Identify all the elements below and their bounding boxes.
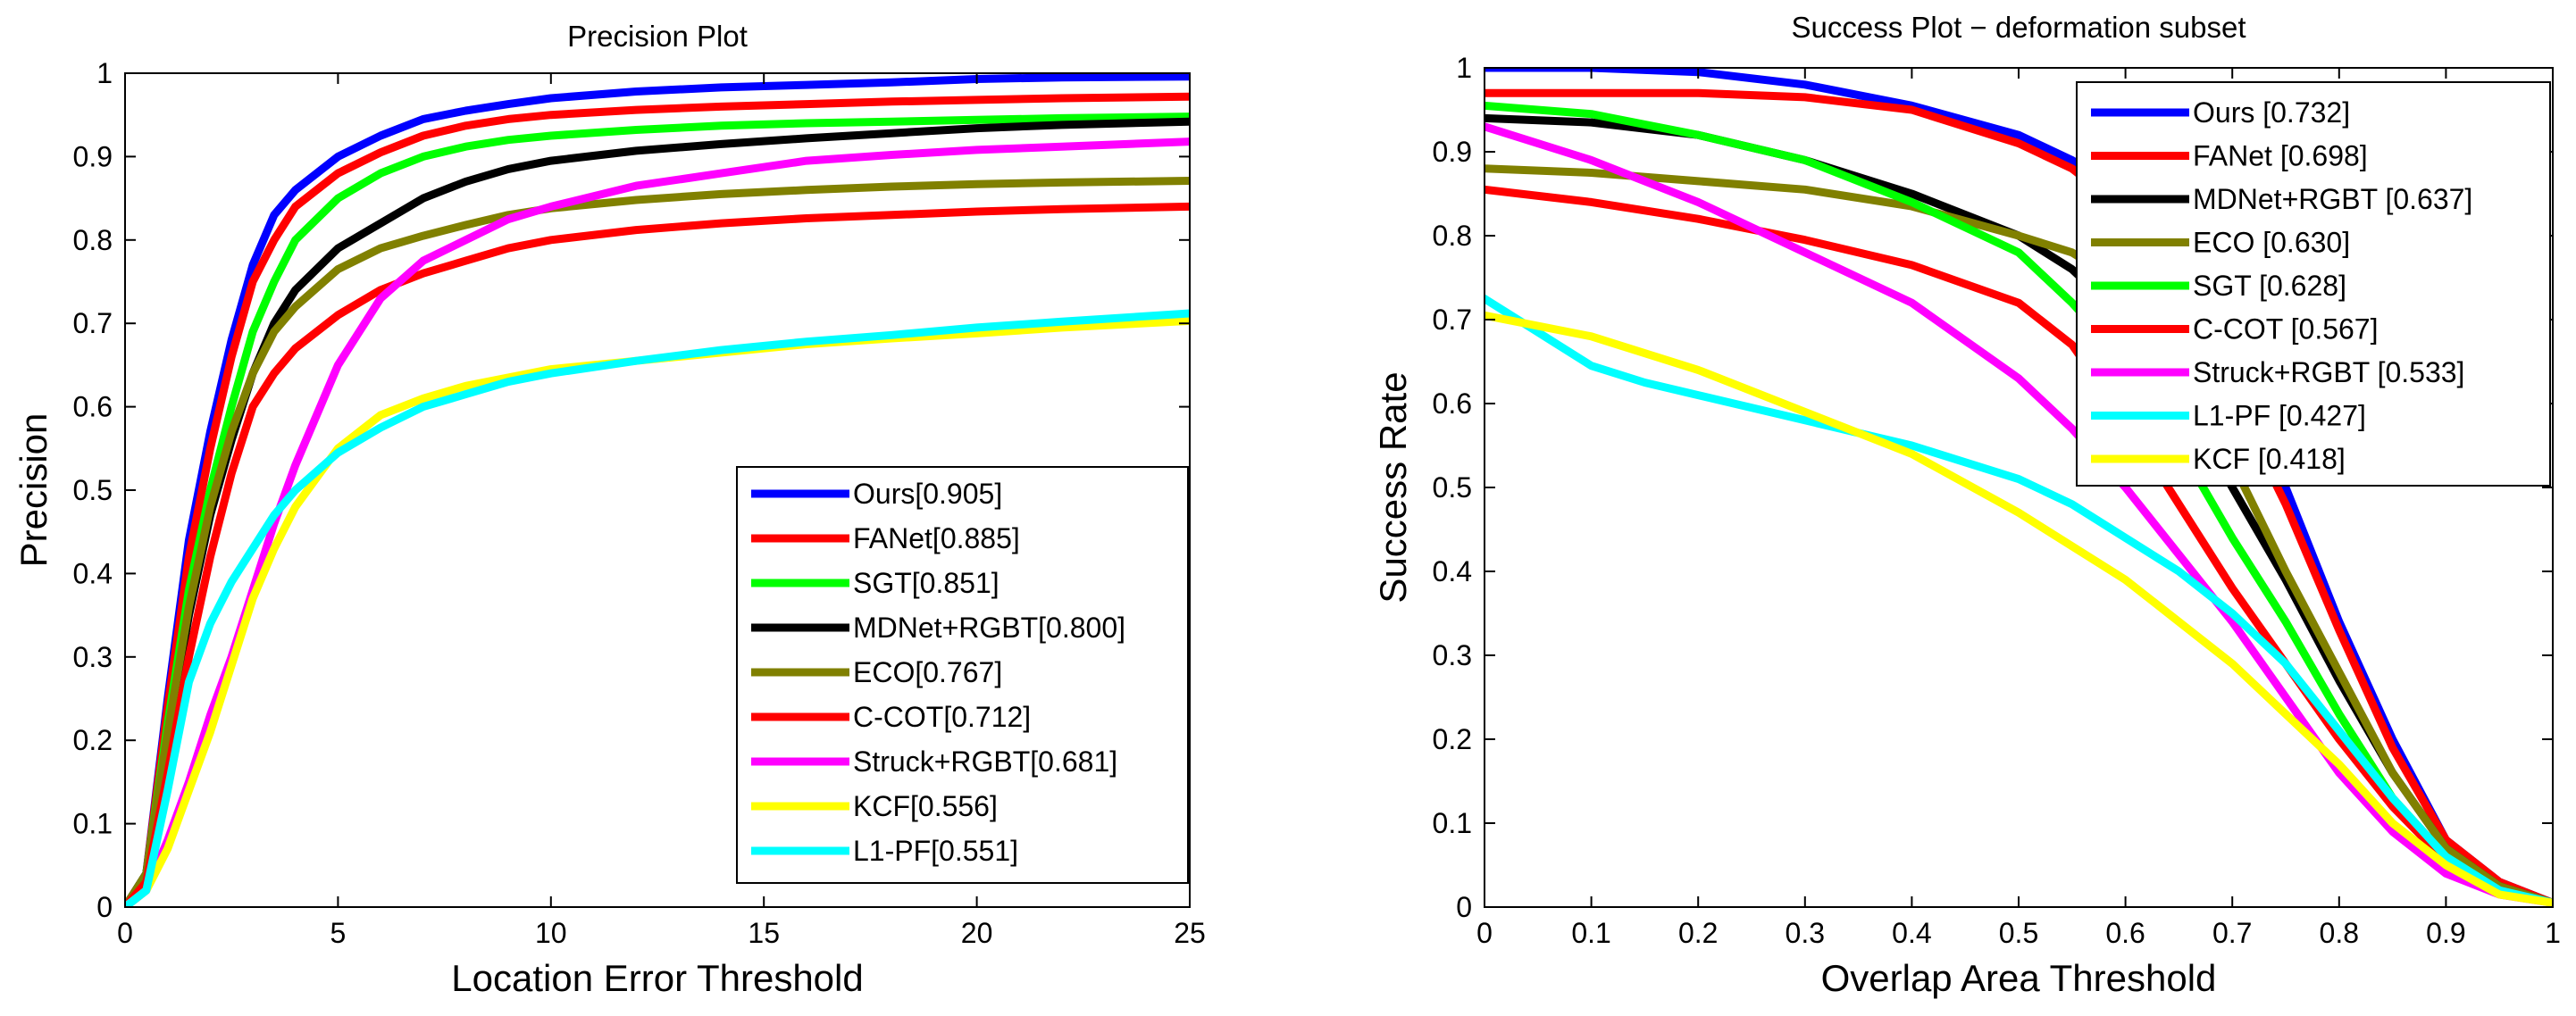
y-tick-label: 0.8 xyxy=(1433,220,1472,252)
y-tick-label: 0.8 xyxy=(73,224,113,256)
y-tick-label: 0 xyxy=(1456,891,1472,923)
series-line-8 xyxy=(125,309,1190,907)
x-tick-label: 0.8 xyxy=(2320,917,2359,949)
series-lines xyxy=(125,73,1190,907)
y-tick-label: 1 xyxy=(96,57,113,89)
y-tick-label: 0.5 xyxy=(73,474,113,506)
legend-label: Ours[0.905] xyxy=(853,478,1002,510)
y-tick-label: 0.7 xyxy=(73,307,113,339)
legend-label: FANet[0.885] xyxy=(853,522,1020,554)
y-tick-label: 0.6 xyxy=(73,391,113,423)
y-tick-label: 0.3 xyxy=(73,641,113,673)
legend-label: KCF [0.418] xyxy=(2193,443,2346,475)
y-tick-label: 0.6 xyxy=(1433,387,1472,420)
x-axis-label: Location Error Threshold xyxy=(451,957,863,999)
y-tick-label: 0.7 xyxy=(1433,304,1472,336)
x-tick-label: 0.1 xyxy=(1571,917,1610,949)
legend-label: L1-PF [0.427] xyxy=(2193,400,2366,432)
series-line-8 xyxy=(1485,311,2553,907)
legend-label: C-COT [0.567] xyxy=(2193,313,2378,346)
x-tick-label: 1 xyxy=(2545,917,2561,949)
y-tick-label: 0 xyxy=(96,891,113,923)
series-line-4 xyxy=(125,177,1190,907)
series-line-1 xyxy=(125,92,1190,907)
legend-label: KCF[0.556] xyxy=(853,790,998,822)
y-tick-label: 0.9 xyxy=(1433,136,1472,168)
precision-plot: 0 5 10 15 20 25 0 0.1 0.2 0.3 0.4 0.5 0.6 0.7 0.8 0.9 1 P… xyxy=(13,20,1206,999)
success-plot: 0 0.1 0.2 0.3 0.4 0.5 0.6 0.7 0.8 0.9 1 0 0.1 0.2 0.3 0… xyxy=(1372,11,2561,999)
y-tick-label: 0.5 xyxy=(1433,471,1472,504)
series-line-7 xyxy=(1485,295,2553,907)
y-tick-label: 0.3 xyxy=(1433,639,1472,671)
y-axis-label: Precision xyxy=(13,413,54,568)
legend-label: MDNet+RGBT [0.637] xyxy=(2193,183,2472,215)
x-tick-label: 0 xyxy=(1476,917,1493,949)
legend-label: SGT[0.851] xyxy=(853,567,999,599)
x-tick-label: 0.2 xyxy=(1678,917,1718,949)
legend-label: SGT [0.628] xyxy=(2193,270,2346,302)
legend-label: C-COT[0.712] xyxy=(853,701,1031,733)
x-tick-label: 0.3 xyxy=(1786,917,1825,949)
x-tick-label: 0 xyxy=(117,917,133,949)
y-tick-label: 0.4 xyxy=(73,557,113,589)
y-tick-label: 0.2 xyxy=(1433,723,1472,755)
x-tick-label: 0.7 xyxy=(2212,917,2252,949)
x-tick-label: 0.6 xyxy=(2105,917,2145,949)
x-tick-label: 15 xyxy=(748,917,780,949)
y-tick-label: 0.9 xyxy=(73,140,113,172)
legend-label: MDNet+RGBT[0.800] xyxy=(853,612,1125,644)
y-tick-label: 0.2 xyxy=(73,724,113,756)
x-tick-label: 5 xyxy=(330,917,347,949)
y-tick-label: 0.1 xyxy=(73,808,113,840)
x-tick-label: 0.5 xyxy=(1999,917,2038,949)
legend-label: FANet [0.698] xyxy=(2193,140,2368,172)
x-tick-label: 0.9 xyxy=(2426,917,2465,949)
legend-label: Struck+RGBT[0.681] xyxy=(853,745,1117,778)
x-tick-label: 20 xyxy=(961,917,993,949)
chart-title: Success Plot − deformation subset xyxy=(1791,11,2246,44)
series-line-6 xyxy=(125,137,1190,907)
y-axis-label: Success Rate xyxy=(1372,371,1414,603)
x-tick-label: 0.4 xyxy=(1892,917,1931,949)
y-tick-label: 0.1 xyxy=(1433,807,1472,839)
legend-label: ECO[0.767] xyxy=(853,656,1002,688)
series-line-6 xyxy=(1485,122,2553,907)
legend: Ours [0.732] FANet [0.698] MDNet+RGBT [0.6… xyxy=(2076,81,2551,487)
legend-label: L1-PF[0.551] xyxy=(853,835,1018,867)
y-tick-label: 1 xyxy=(1456,52,1472,84)
chart-title: Precision Plot xyxy=(567,20,748,53)
y-tick-label: 0.4 xyxy=(1433,555,1472,587)
x-tick-label: 25 xyxy=(1174,917,1206,949)
legend-label: ECO [0.630] xyxy=(2193,227,2350,259)
x-tick-label: 10 xyxy=(535,917,567,949)
legend-label: Ours [0.732] xyxy=(2193,96,2350,129)
legend: Ours[0.905] FANet[0.885] SGT[0.851] MDNet+R… xyxy=(736,466,1189,884)
legend-label: Struck+RGBT [0.533] xyxy=(2193,356,2464,388)
x-axis-label: Overlap Area Threshold xyxy=(1821,957,2217,999)
